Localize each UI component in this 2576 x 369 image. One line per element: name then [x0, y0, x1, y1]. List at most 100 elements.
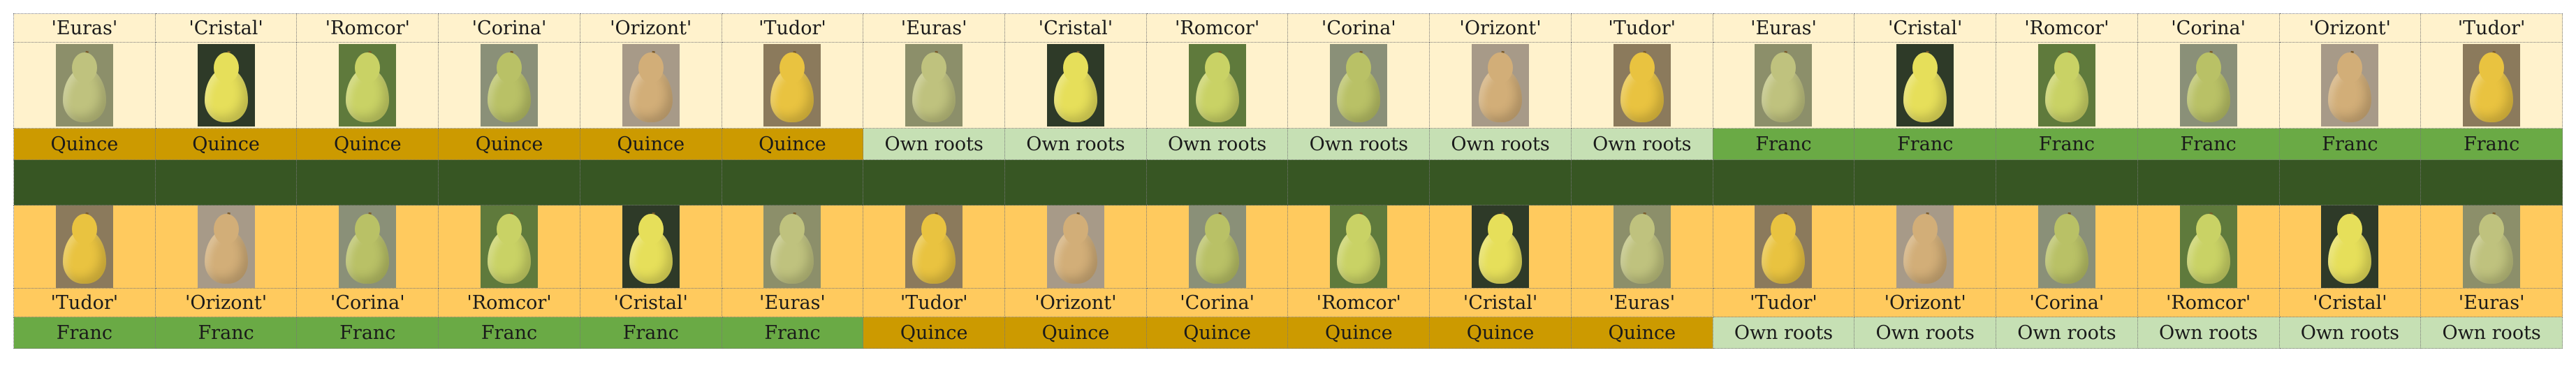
rootstock-cell: Own roots [1146, 128, 1289, 160]
variety-label: 'Tudor' [721, 13, 864, 43]
pear-photo-row [13, 42, 2563, 129]
pear-photo [1613, 44, 1671, 126]
separator-cell [1996, 159, 2138, 205]
variety-label: 'Romcor' [1146, 13, 1289, 43]
pear-photo-cell [1712, 42, 1855, 129]
pear-fruit-icon [204, 229, 248, 284]
separator-cell [438, 159, 580, 205]
pear-photo-cell [1429, 205, 1572, 289]
variety-label: 'Euras' [1570, 288, 1713, 317]
separator-cell [2278, 159, 2422, 205]
pear-photo [1188, 44, 1246, 126]
pear-fruit-icon [1053, 229, 1097, 284]
pear-photo [2463, 44, 2521, 126]
pear-fruit-icon [2044, 68, 2088, 122]
pear-photo [1755, 205, 1813, 288]
pear-photo [905, 205, 963, 288]
variety-label: 'Corina' [438, 13, 580, 43]
pear-photo-cell [579, 42, 722, 129]
pear-fruit-icon [346, 229, 390, 284]
rootstock-cell: Franc [154, 317, 298, 349]
variety-label: 'Corina' [1146, 288, 1289, 317]
rootstock-cell: Own roots [1429, 128, 1572, 160]
pear-fruit-icon [629, 229, 673, 284]
rootstock-cell: Quince [296, 128, 439, 160]
pear-photo-cell [438, 205, 580, 289]
rootstock-cell: Quince [1004, 317, 1147, 349]
rootstock-cell: Franc [2137, 128, 2280, 160]
rootstock-cell: Franc [296, 317, 439, 349]
rootstock-cell: Own roots [1287, 128, 1430, 160]
pear-fruit-icon [1762, 68, 1806, 122]
pear-photo-cell [1287, 42, 1430, 129]
bottom-variety-row: 'Tudor' 'Orizont' 'Corina' 'Romcor' 'Cristal… [13, 288, 2563, 317]
rootstock-cell: Own roots [1570, 128, 1713, 160]
pear-fruit-icon [2186, 229, 2230, 284]
variety-label: 'Cristal' [1854, 13, 1997, 43]
variety-label: 'Cristal' [1004, 13, 1147, 43]
pear-photo [197, 205, 255, 288]
rootstock-cell: Quince [579, 128, 722, 160]
pear-photo [1046, 205, 1104, 288]
separator-row [13, 159, 2563, 205]
top-variety-row: 'Euras' 'Cristal' 'Romcor' 'Corina' 'Orizont… [13, 13, 2563, 43]
pear-photo [2321, 44, 2379, 126]
rootstock-cell: Quince [1146, 317, 1289, 349]
pear-fruit-icon [629, 68, 673, 122]
pear-photo [622, 205, 680, 288]
pear-photo-cell [1146, 205, 1289, 289]
variety-label: 'Orizont' [1854, 288, 1997, 317]
pear-fruit-icon [62, 68, 106, 122]
pear-photo-cell [1996, 42, 2138, 129]
variety-label: 'Orizont' [154, 288, 298, 317]
variety-label: 'Romcor' [2137, 288, 2280, 317]
pear-photo [1896, 44, 1954, 126]
variety-label: 'Cristal' [1429, 288, 1572, 317]
rootstock-cell: Own roots [2137, 317, 2280, 349]
pear-photo [1613, 205, 1671, 288]
variety-label: 'Cristal' [154, 13, 298, 43]
pear-fruit-icon [2470, 229, 2514, 284]
variety-label: 'Corina' [1996, 288, 2138, 317]
pear-photo-cell [2420, 42, 2563, 129]
pear-fruit-icon [770, 68, 814, 122]
variety-label: 'Cristal' [2278, 288, 2422, 317]
bottom-rootstock-row: Franc Franc Franc Franc Franc Franc Quince Quin… [13, 317, 2563, 349]
pear-photo [2179, 205, 2237, 288]
pear-photo [2179, 44, 2237, 126]
pear-photo-cell [721, 42, 864, 129]
variety-label: 'Euras' [1712, 13, 1855, 43]
separator-cell [863, 159, 1006, 205]
rootstock-cell: Own roots [1004, 128, 1147, 160]
rootstock-cell: Franc [2278, 128, 2422, 160]
variety-label: 'Tudor' [863, 288, 1006, 317]
separator-cell [13, 159, 156, 205]
separator-cell [1712, 159, 1855, 205]
variety-label: 'Romcor' [438, 288, 580, 317]
rootstock-cell: Quince [13, 128, 156, 160]
pear-photo [197, 44, 255, 126]
variety-label: 'Romcor' [1287, 288, 1430, 317]
variety-label: 'Euras' [2420, 288, 2563, 317]
pear-fruit-icon [1620, 229, 1664, 284]
pear-photo [1896, 205, 1954, 288]
pear-photo-cell [1570, 42, 1713, 129]
rootstock-cell: Franc [2420, 128, 2563, 160]
pear-photo [622, 44, 680, 126]
pear-photo-cell [154, 205, 298, 289]
rootstock-cell: Franc [13, 317, 156, 349]
pear-fruit-icon [1195, 68, 1239, 122]
variety-label: 'Corina' [1287, 13, 1430, 43]
pear-fruit-icon [204, 68, 248, 122]
pear-photo [763, 205, 821, 288]
pear-photo-cell [13, 42, 156, 129]
variety-label: 'Euras' [721, 288, 864, 317]
pear-photo-cell [1429, 42, 1572, 129]
pear-photo-cell [296, 42, 439, 129]
rootstock-cell: Franc [721, 317, 864, 349]
rootstock-cell: Quince [438, 128, 580, 160]
pear-photo [1472, 44, 1530, 126]
rootstock-cell: Quince [1429, 317, 1572, 349]
rootstock-cell: Quince [721, 128, 864, 160]
pear-photo [1755, 44, 1813, 126]
